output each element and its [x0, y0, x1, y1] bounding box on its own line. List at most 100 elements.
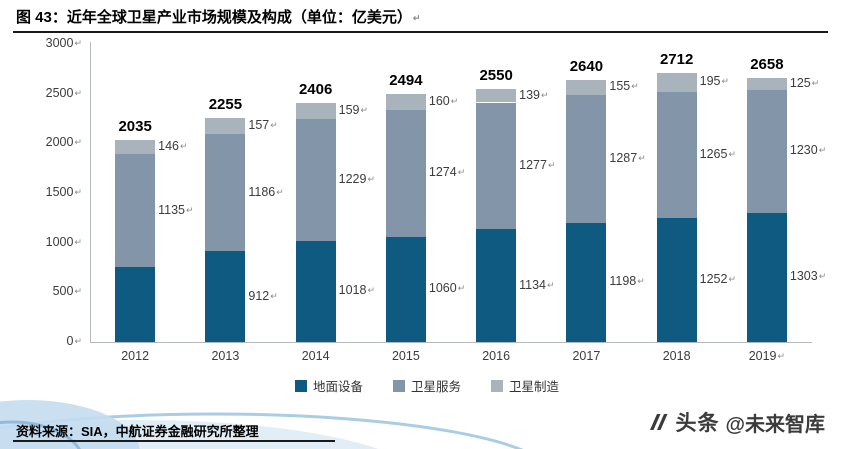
y-axis-tick-label: 2500↵ — [45, 85, 82, 100]
legend-label: 卫星服务 — [410, 380, 461, 394]
bar-segment — [656, 72, 697, 92]
segment-value-label: 1060↵ — [428, 281, 466, 296]
bar-segment — [566, 95, 607, 223]
paragraph-mark: ↵ — [631, 81, 639, 92]
source-note: 资料来源：SIA，中航证券金融研究所整理 — [16, 424, 259, 439]
x-axis-tick-label: 2019↵ — [748, 349, 786, 363]
total-value-label: 2406 — [298, 81, 333, 98]
paragraph-mark: ↵ — [721, 76, 730, 87]
segment-value-label: 912↵ — [248, 288, 278, 303]
paragraph-mark: ↵ — [74, 87, 82, 98]
title-divider — [13, 31, 828, 33]
total-value-label: 2255 — [208, 96, 243, 113]
total-value-label: 2640 — [569, 57, 604, 75]
segment-value-label: 1277↵ — [519, 157, 556, 172]
segment-value-label: 160↵ — [428, 94, 459, 109]
paragraph-mark: ↵ — [638, 153, 646, 164]
segment-value-label: 157↵ — [248, 117, 278, 132]
bar-segment — [476, 102, 517, 230]
plot-area: 0↵ 500↵ 1000↵ 1500↵ 2000↵ 2500↵ 3000↵ 1135↵ 146↵… — [24, 36, 830, 390]
total-value-label: 2658 — [750, 55, 784, 73]
segment-value-label: 1186↵ — [248, 184, 284, 199]
paragraph-mark: ↵ — [360, 104, 369, 115]
bar-segment — [746, 90, 787, 213]
segment-value-label: 155↵ — [609, 79, 639, 94]
bar-segment — [746, 212, 787, 342]
x-axis-tick-label: 2012 — [121, 349, 150, 363]
bar-segment — [115, 139, 156, 155]
bar-segment — [385, 236, 426, 342]
paragraph-mark: ↵ — [276, 186, 284, 197]
paragraph-mark: ↵ — [777, 351, 786, 361]
watermark-handle: @未来智库 — [725, 413, 825, 436]
legend-swatch — [491, 379, 503, 392]
y-axis-tick-label: 0↵ — [66, 334, 83, 348]
legend-swatch — [392, 379, 405, 392]
segment-value-label: 1252↵ — [699, 271, 736, 286]
legend-item: 卫星制造 — [491, 376, 559, 395]
paragraph-mark: ↵ — [547, 279, 555, 290]
segment-value-label: 1134↵ — [519, 277, 555, 292]
paragraph-mark: ↵ — [367, 285, 375, 296]
bar-segment — [205, 251, 246, 342]
paragraph-mark: ↵ — [728, 273, 736, 284]
x-axis-line — [90, 342, 812, 343]
paragraph-mark: ↵ — [74, 286, 82, 297]
segment-value-label: 1230↵ — [789, 143, 827, 158]
legend-label: 地面设备 — [312, 380, 363, 394]
legend-swatch — [294, 379, 307, 392]
x-axis-tick-label: 2018 — [662, 349, 691, 363]
paragraph-mark: ↵ — [74, 38, 82, 48]
figure-title: 图 43：近年全球卫星产业市场规模及构成（单位：亿美元）↵ — [16, 6, 420, 27]
paragraph-mark: ↵ — [457, 283, 466, 294]
legend-item: 地面设备 — [294, 376, 363, 395]
segment-value-label: 139↵ — [519, 87, 549, 102]
y-axis-line — [90, 42, 91, 343]
paragraph-mark: ↵ — [412, 13, 421, 23]
paragraph-mark: ↵ — [547, 159, 556, 170]
watermark: 头条 @未来智库 — [647, 407, 825, 437]
segment-value-label: 1018↵ — [338, 283, 375, 298]
paragraph-mark: ↵ — [74, 137, 82, 148]
bar-segment — [115, 267, 156, 342]
legend-label: 卫星制造 — [509, 380, 560, 394]
bar-segment — [295, 103, 336, 119]
total-value-label: 2550 — [479, 66, 513, 84]
paragraph-mark: ↵ — [637, 276, 645, 287]
y-axis-tick-label: 2000↵ — [45, 135, 82, 150]
watermark-brand: 头条 — [675, 412, 720, 435]
bar-segment — [566, 222, 607, 342]
paragraph-mark: ↵ — [818, 271, 827, 282]
stacked-bar-chart: 0↵ 500↵ 1000↵ 1500↵ 2000↵ 2500↵ 3000↵ 1135↵ 146↵… — [24, 36, 830, 394]
chart-legend: 地面设备 卫星服务 卫星制造 — [24, 376, 830, 395]
paragraph-mark: ↵ — [74, 336, 82, 346]
y-axis-tick-label: 500↵ — [52, 284, 82, 299]
bar-segment — [385, 94, 426, 111]
bar-segment — [385, 110, 426, 237]
bar-segment — [205, 118, 246, 134]
x-axis-tick-label: 2017 — [572, 349, 601, 363]
x-axis-tick-label: 2015 — [391, 349, 420, 363]
paragraph-mark: ↵ — [818, 145, 827, 156]
paragraph-mark: ↵ — [74, 187, 82, 197]
segment-value-label: 1287↵ — [609, 151, 646, 166]
paragraph-mark: ↵ — [728, 148, 736, 159]
paragraph-mark: ↵ — [186, 204, 194, 215]
bar-segment — [295, 240, 336, 342]
figure-title-text: 图 43：近年全球卫星产业市场规模及构成（单位：亿美元） — [16, 9, 412, 26]
paragraph-mark: ↵ — [74, 236, 82, 247]
total-value-label: 2712 — [659, 50, 694, 68]
paragraph-mark: ↵ — [811, 78, 820, 89]
bar-segment — [746, 77, 787, 91]
x-axis-tick-label: 2016 — [482, 349, 511, 363]
paragraph-mark: ↵ — [179, 141, 188, 152]
bar-segment — [476, 88, 517, 103]
segment-value-label: 1135↵ — [158, 202, 194, 217]
bar-segment — [295, 118, 336, 241]
y-axis-tick-label: 3000↵ — [45, 36, 82, 50]
paragraph-mark: ↵ — [270, 119, 278, 130]
segment-value-label: 1198↵ — [609, 274, 645, 289]
y-axis-tick-label: 1500↵ — [45, 185, 82, 199]
bar-segment — [656, 217, 697, 342]
